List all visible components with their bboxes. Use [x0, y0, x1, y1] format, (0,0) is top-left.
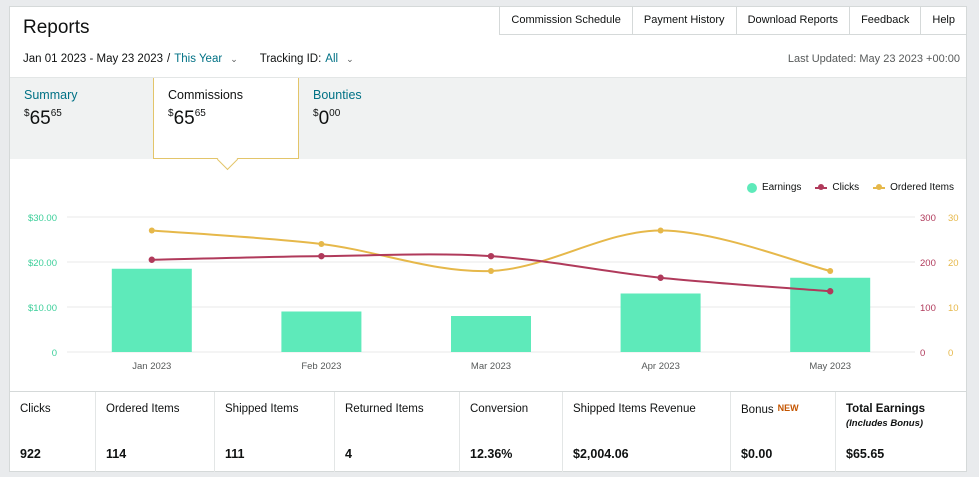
earnings-bar	[620, 293, 701, 352]
stat-label: Total Earnings (Includes Bonus)	[846, 403, 964, 429]
stat-ordered-items: Ordered Items 114	[96, 392, 215, 472]
right-axis-clicks-tick: 200	[920, 258, 936, 269]
clicks-legend-line	[815, 183, 828, 190]
clicks-point	[827, 288, 834, 295]
period-dropdown[interactable]: This Year	[174, 53, 223, 65]
tab-summary[interactable]: Summary $6565	[10, 78, 153, 159]
legend-earnings-label: Earnings	[761, 182, 802, 193]
help-button[interactable]: Help	[932, 14, 955, 26]
earnings-bar	[451, 316, 531, 352]
x-axis-tick: Apr 2023	[641, 361, 680, 372]
earnings-legend-dot	[746, 182, 757, 193]
stat-value: $65.65	[846, 447, 885, 461]
right-axis-clicks-tick: 300	[920, 213, 936, 224]
stat-clicks: Clicks 922	[10, 392, 96, 472]
ordered-items-point	[318, 241, 325, 247]
clicks-point	[148, 256, 155, 263]
earnings-chart: Earnings Clicks Ordered Items $30.00 300 3…	[10, 159, 966, 391]
last-updated: Last Updated: May 23 2023 +00:00	[787, 53, 960, 65]
tab-summary-amount: $6565	[24, 108, 62, 129]
stat-value: $0.00	[741, 447, 773, 461]
tracking-label: Tracking ID:	[259, 53, 322, 65]
stat-label: Conversion	[470, 403, 529, 415]
left-axis-tick: $20.00	[28, 258, 57, 269]
ordered-items-legend-line	[873, 183, 886, 190]
top-nav: Commission Schedule Payment History Down…	[499, 7, 966, 35]
tab-bounties-amount: $000	[313, 108, 341, 129]
chevron-down-icon[interactable]: ⌄	[346, 53, 354, 64]
legend-ordered-items[interactable]: Ordered Items	[873, 182, 954, 193]
stat-label: Shipped Items Revenue	[573, 403, 696, 415]
legend-clicks[interactable]: Clicks	[815, 182, 859, 193]
tab-commissions-label: Commissions	[168, 88, 244, 102]
tab-commissions[interactable]: Commissions $6565	[153, 78, 299, 171]
payment-history-button[interactable]: Payment History	[633, 7, 737, 34]
stat-value: 922	[20, 447, 41, 461]
download-reports-button[interactable]: Download Reports	[737, 7, 851, 34]
date-separator: /	[167, 53, 171, 65]
date-range: Jan 01 2023 - May 23 2023	[23, 53, 164, 65]
filters-bar: Jan 01 2023 - May 23 2023 / This Year ⌄ …	[23, 53, 354, 65]
tab-bounties[interactable]: Bounties $000	[299, 78, 449, 159]
stat-returned-items: Returned Items 4	[335, 392, 460, 472]
left-axis-tick: $30.00	[28, 213, 57, 224]
earnings-bar	[281, 311, 362, 352]
report-tabs: Summary $6565 Commissions $6565 Bounties…	[10, 77, 966, 171]
stat-value: 12.36%	[470, 447, 513, 461]
right-axis-clicks-tick: 0	[920, 348, 925, 359]
tab-commissions-amount: $6565	[168, 108, 206, 129]
stat-sublabel: (Includes Bonus)	[846, 418, 924, 429]
right-axis-ordered-tick: 10	[948, 303, 959, 314]
ordered-items-point	[148, 227, 155, 234]
tracking-id-dropdown[interactable]: All	[325, 53, 339, 65]
legend-earnings[interactable]: Earnings	[746, 182, 802, 193]
clicks-point	[657, 274, 664, 281]
right-axis-ordered-tick: 0	[948, 348, 953, 359]
stat-total-earnings: Total Earnings (Includes Bonus) $65.65	[836, 392, 964, 472]
clicks-point	[318, 252, 325, 260]
ordered-items-point	[827, 268, 834, 274]
stat-conversion: Conversion 12.36%	[460, 392, 563, 472]
left-axis-tick: 0	[52, 348, 57, 359]
stat-shipped-items: Shipped Items 111	[215, 392, 335, 472]
x-axis-tick: Feb 2023	[301, 361, 341, 372]
chevron-down-icon[interactable]: ⌄	[230, 53, 238, 64]
stat-label: Clicks	[20, 403, 51, 415]
right-axis-ordered-tick: 30	[948, 213, 959, 224]
stat-value: 4	[345, 447, 352, 461]
ordered-items-point	[657, 227, 664, 234]
stat-value: $2,004.06	[573, 447, 629, 461]
feedback-button[interactable]: Feedback	[850, 7, 922, 34]
commission-schedule-button[interactable]: Commission Schedule	[500, 7, 633, 34]
chart-legend: Earnings Clicks Ordered Items	[746, 182, 954, 193]
stat-shipped-items-revenue: Shipped Items Revenue $2,004.06	[563, 392, 731, 472]
stat-label: Bonus NEW	[741, 403, 799, 416]
stat-bonus: Bonus NEW $0.00	[731, 392, 836, 472]
right-axis-ordered-tick: 20	[948, 258, 959, 269]
legend-clicks-label: Clicks	[832, 182, 860, 193]
stat-value: 114	[106, 447, 127, 461]
reports-panel: Reports Commission Schedule Payment Hist…	[9, 6, 967, 472]
chart-plot: $30.00 300 30$20.00 200 20$10.00 100 100 0 0Jan …	[28, 213, 959, 372]
tab-bounties-label: Bounties	[313, 88, 362, 102]
new-badge: NEW	[777, 403, 799, 413]
stat-label: Returned Items	[345, 403, 424, 415]
clicks-point	[487, 252, 495, 260]
legend-ordered-items-label: Ordered Items	[890, 182, 954, 193]
x-axis-tick: May 2023	[809, 361, 851, 372]
stat-label: Ordered Items	[106, 403, 180, 415]
page-title: Reports	[23, 17, 90, 38]
x-axis-tick: Jan 2023	[132, 361, 171, 372]
stat-value: 111	[225, 447, 245, 461]
left-axis-tick: $10.00	[28, 303, 57, 314]
right-axis-clicks-tick: 100	[920, 303, 936, 314]
stat-label: Shipped Items	[225, 403, 299, 415]
tab-summary-label: Summary	[24, 88, 78, 102]
ordered-items-line	[151, 229, 831, 273]
x-axis-tick: Mar 2023	[471, 361, 511, 372]
ordered-items-point	[488, 268, 494, 274]
earnings-bar	[111, 268, 192, 352]
stats-row: Clicks 922 Ordered Items 114 Shipped Ite…	[10, 391, 966, 472]
